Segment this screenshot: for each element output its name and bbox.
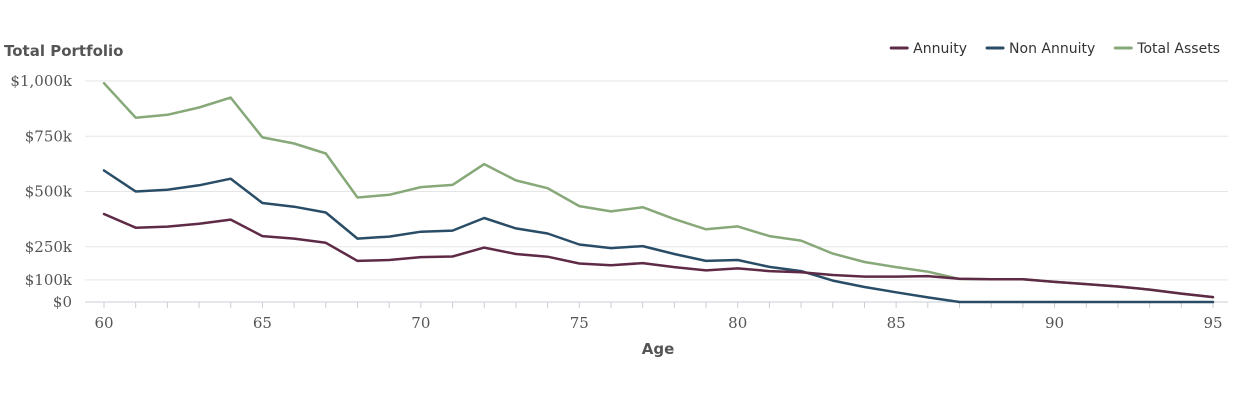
series-line-non-annuity bbox=[102, 169, 1215, 304]
y-tick-label: $750k bbox=[25, 127, 73, 145]
grid-lines bbox=[85, 80, 1228, 303]
axes: $0 $100k $250k $500k $750k $1,000k 60 65 70 75 80 8… bbox=[10, 72, 1222, 332]
x-tick-label: 75 bbox=[570, 314, 589, 332]
y-tick-label: $100k bbox=[25, 271, 73, 289]
x-tick-label: 80 bbox=[728, 314, 747, 332]
legend[interactable]: Total Assets Non Annuity Annuity bbox=[889, 41, 1220, 57]
x-axis-title: Age bbox=[642, 340, 675, 358]
series-line-annuity bbox=[102, 212, 1215, 299]
y-tick-label: $500k bbox=[25, 183, 73, 201]
chart-title: Total Portfolio bbox=[4, 42, 124, 60]
legend-item-non-annuity[interactable]: Non Annuity bbox=[985, 41, 1095, 57]
x-tick-label: 60 bbox=[94, 314, 113, 332]
legend-item-total-assets[interactable]: Total Assets bbox=[1113, 41, 1220, 57]
x-tick-label: 70 bbox=[411, 314, 430, 332]
legend-label: Non Annuity bbox=[1009, 41, 1095, 57]
series-lines bbox=[102, 81, 1215, 304]
x-tick-label: 65 bbox=[253, 314, 272, 332]
legend-item-annuity[interactable]: Annuity bbox=[889, 41, 967, 57]
legend-label: Annuity bbox=[913, 41, 967, 57]
legend-label: Total Assets bbox=[1136, 41, 1220, 57]
y-tick-label: $1,000k bbox=[10, 72, 72, 90]
y-tick-label: $0 bbox=[53, 293, 72, 311]
x-tick-label: 90 bbox=[1045, 314, 1064, 332]
y-tick-label: $250k bbox=[25, 238, 73, 256]
x-tick-label: 85 bbox=[887, 314, 906, 332]
x-tick-label: 95 bbox=[1203, 314, 1222, 332]
